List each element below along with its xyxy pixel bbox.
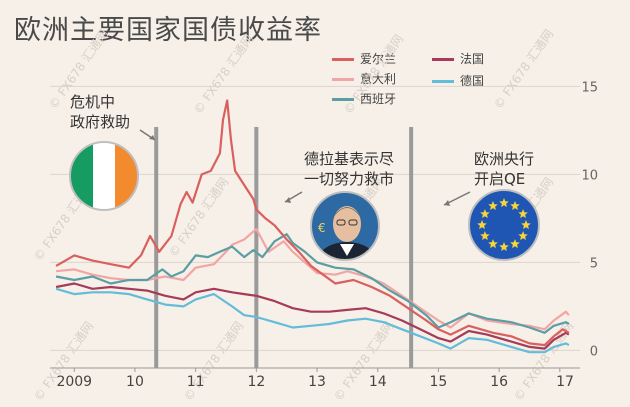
legend-label-germany: 德国 [460,74,485,88]
eu-star [480,231,490,240]
series-line-德国 [55,287,570,354]
eu-star [477,220,487,229]
x-tick-label: 17 [556,374,574,390]
legend-label-spain: 西班牙 [360,92,397,106]
x-tick-label: 14 [369,374,387,390]
draghi-portrait-icon: € [310,191,380,261]
svg-text:€: € [318,221,326,235]
y-tick-label: 15 [581,80,598,95]
annotation-arrowhead [444,200,450,206]
series-line-意大利 [55,227,570,331]
series-line-爱尔兰 [55,99,570,347]
legend-swatch-germany [432,80,454,83]
legend-label-ireland: 爱尔兰 [360,52,397,66]
ireland-flag-icon [69,141,139,211]
x-tick-label: 2009 [56,374,92,390]
annotation-draghi: 德拉基表示尽 一切努力救市 [304,149,394,189]
legend-label-france: 法国 [460,52,485,66]
series-lines [55,99,570,354]
chart-title: 欧洲主要国家国债收益率 [14,15,322,46]
annotation-crisis-bailout-text: 危机中 政府救助 [70,93,131,131]
annotation-draghi-text: 德拉基表示尽 一切努力救市 [304,150,395,188]
eu-star [510,200,520,210]
x-tick-label: 13 [308,374,326,390]
eu-star [518,231,528,240]
legend-swatch-ireland [332,58,354,61]
annotation-crisis-bailout: 危机中 政府救助 [70,92,130,132]
y-tick-label: 5 [590,256,598,271]
x-tick-label: 10 [126,374,144,390]
annotation-ecb-qe-text: 欧洲央行 开启QE [474,150,535,188]
watermark-text: © FX678 汇通网 [31,319,96,404]
eu-flag-icon [468,189,540,261]
x-tick-label: 16 [490,374,508,390]
watermark-text: © FX678 汇通网 [491,27,556,112]
legend-item-italy: 意大利 [332,70,396,87]
y-tick-label: 10 [581,168,598,183]
x-tick-label: 15 [430,374,448,390]
annotation-arrowhead [149,135,155,140]
legend-item-germany: 德国 [432,72,484,89]
legend-item-spain: 西班牙 [332,90,396,107]
watermark-text: © FX678 汇通网 [341,32,406,117]
eu-star [480,209,490,218]
legend-item-france: 法国 [432,50,484,67]
x-tick-label: 12 [247,374,265,390]
eu-star [488,239,498,249]
x-axis-ticks: 2009 10 11 12 13 14 15 16 17 [56,368,574,390]
watermark-text: © FX678 汇通网 [181,319,246,404]
eu-stars [477,198,531,251]
legend-item-ireland: 爱尔兰 [332,50,396,67]
watermark-text: © FX678 汇通网 [191,32,256,117]
annotation-arrowhead [285,197,291,203]
legend-swatch-spain [332,98,354,101]
eu-star [499,242,509,251]
legend-swatch-france [432,58,454,61]
eu-star [488,200,498,210]
watermark-text: © FX678 汇通网 [331,319,396,404]
y-axis-ticks: 0 5 10 15 [581,80,598,359]
y-tick-label: 0 [590,344,598,359]
annotation-ecb-qe: 欧洲央行 开启QE [474,149,534,189]
x-tick-label: 11 [187,374,205,390]
series-line-西班牙 [55,233,570,334]
eu-star [521,220,531,229]
legend-label-italy: 意大利 [360,72,397,86]
eu-star [499,198,509,207]
legend-swatch-italy [332,78,354,81]
eu-star [510,239,520,249]
eu-star [518,209,528,218]
series-line-法国 [55,282,570,350]
